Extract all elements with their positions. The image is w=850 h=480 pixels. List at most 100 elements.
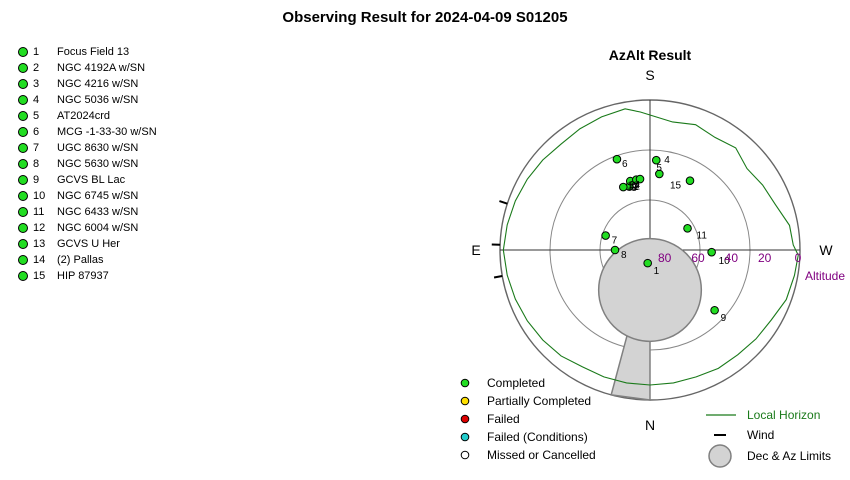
compass-north: N — [645, 417, 655, 433]
target-list-item: 10 NGC 6745 w/SN — [18, 188, 157, 204]
target-point-label: 15 — [670, 181, 682, 192]
target-point-label: 10 — [719, 256, 731, 267]
target-point-label: 14 — [629, 180, 641, 191]
status-dot-icon — [18, 191, 28, 201]
target-point: 5 — [655, 163, 664, 179]
status-legend-item: Failed — [460, 412, 520, 426]
legend-dot-icon — [460, 450, 470, 460]
target-list-item: 8 NGC 5630 w/SN — [18, 156, 157, 172]
altitude-tick-label: 0 — [795, 251, 802, 265]
target-number: 7 — [33, 142, 40, 154]
target-number: 12 — [33, 222, 46, 234]
status-dot-icon — [18, 255, 28, 265]
dec-az-limits — [597, 237, 703, 401]
extras-legend: Local Horizon Wind Dec & Az Limits — [706, 408, 831, 468]
target-name: NGC 5036 w/SN — [57, 94, 139, 106]
target-number: 15 — [33, 270, 46, 282]
target-point-marker — [635, 174, 645, 184]
status-dot-icon — [18, 223, 28, 233]
target-point: 10 — [707, 247, 731, 267]
local-horizon — [502, 108, 799, 386]
target-name: NGC 4216 w/SN — [57, 78, 139, 90]
chart-title: AzAlt Result — [609, 47, 692, 63]
target-list: 1 Focus Field 13 2 NGC 4192A w/SN 3 NGC 4216 … — [18, 44, 157, 284]
target-name: NGC 6004 w/SN — [57, 222, 139, 234]
target-point-label: 5 — [656, 163, 662, 174]
target-number: 14 — [33, 254, 46, 266]
altitude-ticks: 0 20 40 60 80 — [658, 251, 802, 265]
target-number: 13 — [33, 238, 46, 250]
wind-mark — [493, 275, 503, 279]
target-number: 5 — [33, 110, 40, 122]
target-point-marker — [619, 182, 628, 192]
target-point-label: 9 — [721, 313, 727, 324]
target-point-marker — [707, 247, 716, 257]
target-name: AT2024crd — [57, 110, 110, 122]
target-number: 8 — [33, 158, 40, 170]
altitude-tick-label: 40 — [725, 251, 739, 265]
extras-legend-item: Dec & Az Limits — [708, 444, 831, 468]
target-list-item: 4 NGC 5036 w/SN — [18, 92, 157, 108]
target-point: 1 — [643, 258, 660, 277]
status-dot-icon — [18, 159, 28, 169]
target-name: NGC 4192A w/SN — [57, 62, 146, 74]
legend-dot-icon — [460, 378, 470, 388]
status-dot-icon — [18, 127, 28, 137]
target-name: GCVS BL Lac — [57, 174, 126, 186]
legend-dot-icon — [460, 396, 470, 406]
target-number: 9 — [33, 174, 40, 186]
status-legend-label: Partially Completed — [487, 394, 591, 408]
status-dot-icon — [18, 79, 28, 89]
target-list-item: 9 GCVS BL Lac — [18, 172, 157, 188]
target-point: 14 — [629, 174, 645, 191]
target-name: NGC 6745 w/SN — [57, 190, 139, 202]
target-point-marker — [710, 305, 719, 315]
limits-circle-icon — [708, 444, 732, 468]
target-name: (2) Pallas — [57, 254, 104, 266]
compass-east: E — [471, 242, 480, 258]
altitude-tick-label: 20 — [758, 251, 772, 265]
local-horizon-line — [502, 108, 799, 386]
target-number: 1 — [33, 46, 40, 58]
target-point: 7 — [601, 231, 618, 247]
status-dot-icon — [18, 175, 28, 185]
target-number: 4 — [33, 94, 40, 106]
dec-limit-circle — [597, 237, 703, 343]
target-name: UGC 8630 w/SN — [57, 142, 139, 154]
target-number: 6 — [33, 126, 40, 138]
extras-legend-item: Local Horizon — [706, 408, 820, 422]
target-name: NGC 5630 w/SN — [57, 158, 139, 170]
target-point-marker — [601, 231, 610, 240]
status-dot-icon — [18, 111, 28, 121]
target-point-label: 13 — [627, 181, 639, 192]
target-list-item: 3 NGC 4216 w/SN — [18, 76, 157, 92]
target-point-label: 3 — [631, 183, 637, 194]
altitude-tick-label: 80 — [658, 251, 672, 265]
target-name: Focus Field 13 — [57, 46, 130, 58]
status-dot-icon — [18, 143, 28, 153]
extras-legend-label: Dec & Az Limits — [747, 449, 831, 463]
target-point-marker — [685, 176, 695, 186]
target-list-item: 13 GCVS U Her — [18, 236, 157, 252]
target-number: 3 — [33, 78, 40, 90]
wind-mark — [499, 200, 508, 205]
status-legend-label: Completed — [487, 376, 545, 390]
target-point: 9 — [710, 305, 727, 324]
target-point-label: 7 — [612, 236, 618, 247]
extras-legend-item: Wind — [714, 428, 774, 442]
target-point: 8 — [610, 245, 627, 261]
target-list-item: 6 MCG -1-33-30 w/SN — [18, 124, 157, 140]
target-point-label: 4 — [664, 155, 670, 166]
compass-south: S — [645, 67, 654, 83]
status-legend-item: Completed — [460, 376, 545, 390]
page-title: Observing Result for 2024-04-09 S01205 — [282, 9, 568, 26]
altitude-axis-label: Altitude — [805, 269, 845, 283]
status-legend-item: Failed (Conditions) — [460, 430, 588, 444]
status-dot-icon — [18, 207, 28, 217]
target-name: HIP 87937 — [57, 270, 109, 282]
target-name: MCG -1-33-30 w/SN — [57, 126, 157, 138]
extras-legend-label: Local Horizon — [747, 408, 820, 422]
status-legend-label: Failed (Conditions) — [487, 430, 588, 444]
target-point-label: 8 — [621, 250, 627, 261]
